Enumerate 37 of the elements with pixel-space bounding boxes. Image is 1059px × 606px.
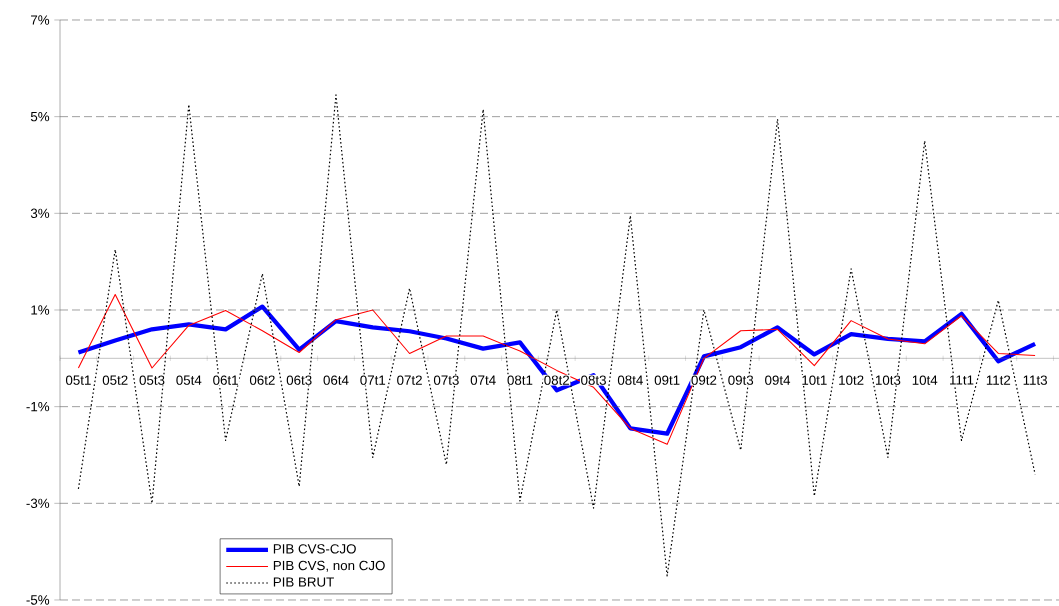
x-tick-label: 08t3 xyxy=(581,375,606,385)
y-tick-label: 7% xyxy=(31,15,50,25)
x-tick-label: 07t1 xyxy=(360,375,386,385)
y-tick-label: -5% xyxy=(26,595,50,605)
y-tick-label: 3% xyxy=(30,208,50,219)
x-tick-label: 08t2 xyxy=(544,375,570,385)
x-tick-label: 11t1 xyxy=(950,375,974,385)
x-tick-label: 09t3 xyxy=(728,375,754,385)
legend-label: PIB CVS-CJO xyxy=(273,544,356,554)
x-tick-label: 06t1 xyxy=(213,375,238,385)
x-tick-label: 05t1 xyxy=(65,375,91,385)
x-tick-label: 10t2 xyxy=(839,375,864,385)
legend-label: PIB CVS, non CJO xyxy=(273,560,385,572)
x-tick-label: 05t3 xyxy=(139,375,165,385)
x-tick-label: 09t1 xyxy=(654,375,680,385)
x-tick-label: 08t1 xyxy=(507,375,533,385)
y-tick-label: 5% xyxy=(30,111,50,122)
x-tick-label: 11t3 xyxy=(1023,375,1047,385)
y-tick-label: -3% xyxy=(26,498,50,509)
x-tick-label: 09t4 xyxy=(765,375,791,385)
y-tick-label: 1% xyxy=(31,305,50,315)
x-tick-label: 05t2 xyxy=(102,375,128,385)
x-tick-label: 06t4 xyxy=(323,375,349,385)
x-tick-label: 09t2 xyxy=(691,375,717,385)
x-tick-label: 08t4 xyxy=(617,375,643,385)
x-tick-label: 05t4 xyxy=(176,375,202,385)
x-tick-label: 11t2 xyxy=(986,375,1011,385)
x-tick-label: 10t3 xyxy=(875,375,901,385)
legend-label: PIB BRUT xyxy=(273,577,334,587)
x-tick-label: 07t2 xyxy=(397,375,422,385)
x-tick-label: 06t3 xyxy=(286,375,312,385)
x-tick-label: 07t4 xyxy=(470,375,496,385)
x-tick-label: 10t4 xyxy=(912,375,938,385)
x-tick-label: 06t2 xyxy=(249,375,275,385)
y-tick-label: -1% xyxy=(26,401,50,412)
x-tick-label: 07t3 xyxy=(433,375,459,385)
x-tick-label: 10t1 xyxy=(802,375,827,385)
